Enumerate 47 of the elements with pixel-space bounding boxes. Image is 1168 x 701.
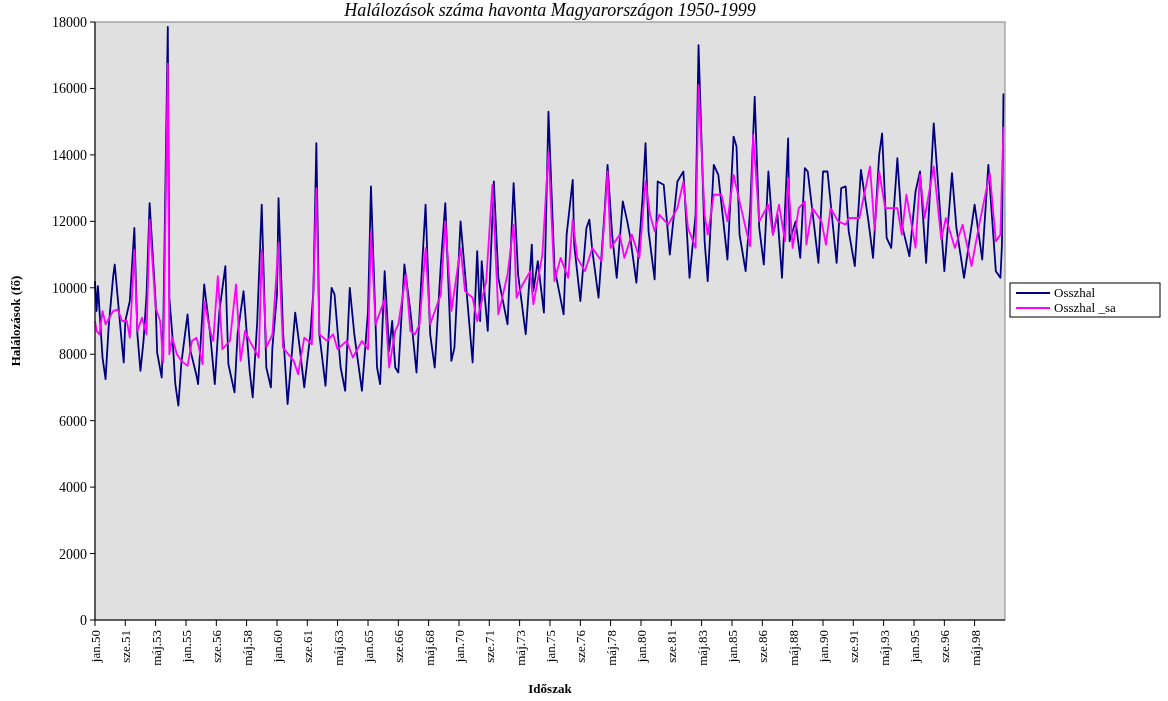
x-tick-label: sze.81 xyxy=(664,630,680,663)
x-tick-label: jan.70 xyxy=(452,630,468,664)
x-tick-label: máj.68 xyxy=(421,630,437,666)
y-tick-label: 12000 xyxy=(52,214,87,230)
y-tick-label: 10000 xyxy=(52,280,87,296)
x-tick-label: sze.51 xyxy=(118,630,134,663)
y-tick-label: 16000 xyxy=(52,81,87,97)
y-tick-label: 18000 xyxy=(52,15,87,30)
line-series xyxy=(94,26,1005,407)
y-tick-label: 4000 xyxy=(59,480,87,496)
x-tick-label: máj.63 xyxy=(330,630,346,666)
x-tick-label: máj.73 xyxy=(512,630,528,666)
x-tick-label: máj.93 xyxy=(876,630,892,666)
x-tick-label: máj.53 xyxy=(148,630,164,666)
y-tick-label: 14000 xyxy=(52,147,87,163)
x-tick-label: sze.66 xyxy=(391,629,407,663)
x-tick-label: jan.80 xyxy=(633,630,649,664)
x-tick-label: sze.56 xyxy=(209,629,225,663)
x-tick-label: jan.50 xyxy=(88,630,103,664)
x-tick-label: máj.83 xyxy=(694,630,710,666)
legend-label: Osszhal xyxy=(1054,285,1096,300)
x-tick-label: sze.86 xyxy=(755,629,771,663)
x-tick-label: sze.76 xyxy=(573,629,589,663)
x-tick-label: máj.58 xyxy=(239,630,255,666)
y-tick-label: 8000 xyxy=(59,347,87,363)
x-axis-title: Időszak xyxy=(528,681,573,696)
y-tick-label: 6000 xyxy=(59,413,87,429)
x-tick-label: sze.71 xyxy=(482,630,498,663)
x-tick-label: jan.90 xyxy=(816,630,832,664)
x-tick-label: jan.60 xyxy=(269,630,285,664)
x-tick-label: sze.61 xyxy=(300,630,316,663)
x-tick-label: máj.98 xyxy=(967,630,983,666)
x-tick-label: máj.78 xyxy=(603,630,619,666)
x-tick-label: jan.95 xyxy=(907,630,923,664)
x-tick-label: jan.85 xyxy=(725,630,741,664)
x-tick-label: jan.75 xyxy=(543,630,558,664)
x-tick-label: jan.65 xyxy=(361,630,377,664)
chart-title: Halálozások száma havonta Magyarországon 1950-1999 xyxy=(343,0,756,20)
x-tick-label: sze.91 xyxy=(846,630,862,663)
x-tick-label: máj.88 xyxy=(785,630,801,666)
x-tick-label: jan.55 xyxy=(178,630,194,664)
y-tick-label: 0 xyxy=(80,613,87,628)
x-tick-label: sze.96 xyxy=(937,629,953,663)
legend-label: Osszhal _sa xyxy=(1054,300,1116,315)
y-axis-title: Halálozások (fő) xyxy=(8,275,23,367)
line-series xyxy=(94,62,1005,376)
y-tick-label: 2000 xyxy=(59,546,87,562)
